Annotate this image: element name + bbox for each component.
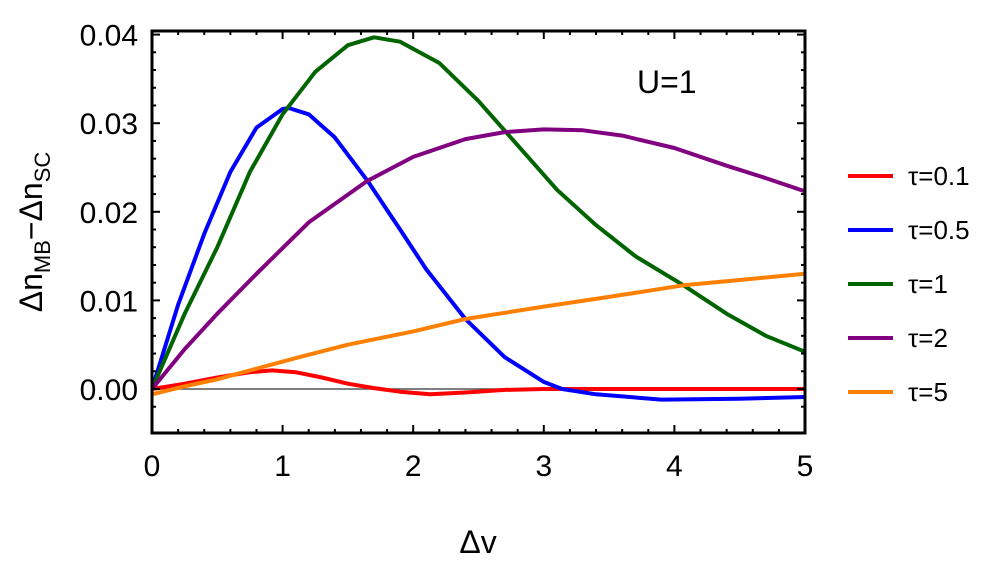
- series-line-4: [152, 271, 805, 397]
- series-line-2: [152, 35, 805, 391]
- legend-item: τ=5: [848, 377, 948, 407]
- legend-item: τ=2: [848, 323, 948, 353]
- y-tick-label: 0.04: [80, 20, 138, 53]
- legend-label: τ=0.5: [908, 215, 970, 245]
- y-title-part: −Δn: [13, 182, 49, 240]
- x-tick-label: 3: [535, 450, 552, 483]
- series-line-3: [152, 127, 805, 391]
- y-tick-label: 0.00: [80, 374, 138, 407]
- series-line-1: [152, 106, 805, 402]
- y-axis-title: ΔnMB−ΔnSC: [13, 152, 55, 313]
- series-group: [152, 35, 805, 402]
- y-tick-label: 0.03: [80, 108, 138, 141]
- axis-ticks: [151, 31, 806, 433]
- x-axis-title: Δv: [459, 524, 496, 560]
- legend-item: τ=1: [848, 269, 948, 299]
- plot-frame: [150, 29, 807, 435]
- legend-label: τ=2: [908, 323, 948, 353]
- x-tick-label: 5: [797, 450, 814, 483]
- y-tick-labels: 0.00 0.01 0.02 0.03 0.04: [80, 20, 138, 407]
- legend-item: τ=0.1: [848, 161, 970, 191]
- y-title-sub: SC: [30, 152, 55, 183]
- legend-label: τ=5: [908, 377, 948, 407]
- legend-label: τ=1: [908, 269, 948, 299]
- x-tick-labels: 0 1 2 3 4 5: [144, 450, 814, 483]
- legend-item: τ=0.5: [848, 215, 970, 245]
- legend: τ=0.1 τ=0.5 τ=1 τ=2 τ=5: [848, 161, 970, 407]
- x-tick-label: 0: [144, 450, 161, 483]
- y-title-sub: MB: [30, 240, 55, 273]
- x-tick-label: 2: [405, 450, 422, 483]
- x-tick-label: 1: [274, 450, 291, 483]
- series-line-0: [152, 368, 805, 397]
- annotation-u: U=1: [637, 64, 697, 100]
- y-title-part: Δn: [13, 273, 49, 312]
- legend-label: τ=0.1: [908, 161, 970, 191]
- y-tick-label: 0.02: [80, 197, 138, 230]
- y-tick-label: 0.01: [80, 285, 138, 318]
- x-tick-label: 4: [666, 450, 683, 483]
